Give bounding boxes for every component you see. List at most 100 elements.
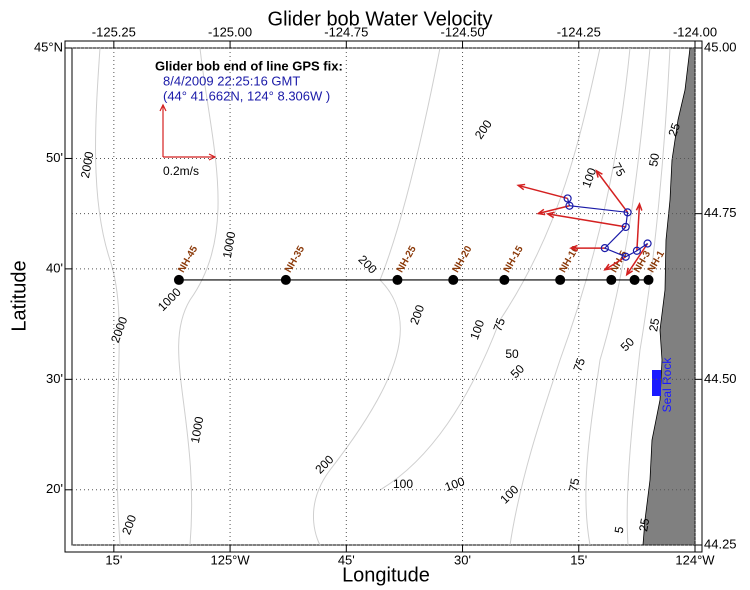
station	[280, 274, 291, 285]
vector-shaft	[636, 203, 641, 251]
vector-shaft	[547, 213, 626, 228]
contour-label: 25	[636, 517, 652, 533]
y2-tick-label: 44.75	[704, 205, 737, 220]
scale-arrow-head	[159, 103, 167, 112]
contour-label: 100	[467, 318, 487, 342]
outer-frame	[64, 40, 703, 553]
velocity-vector	[635, 202, 643, 251]
bathymetry-contours	[95, 47, 671, 546]
y-tick-label: 20'	[46, 481, 63, 496]
contour-label: 50	[505, 347, 519, 361]
seal-rock-marker	[652, 370, 661, 396]
contour-line	[509, 47, 631, 546]
x2-tick-label: -124.75	[324, 24, 368, 39]
contour-label: 75	[570, 356, 588, 374]
contour-label: 75	[490, 316, 508, 334]
contour-label: 200	[119, 513, 139, 537]
x2-tick-label: -124.00	[673, 24, 717, 39]
x2-tick-label: -124.25	[557, 24, 601, 39]
contour-label: 2000	[78, 150, 96, 179]
station	[173, 274, 184, 285]
x-tick-label: 15'	[105, 552, 122, 567]
track-point	[565, 201, 574, 210]
x-tick-label: 45'	[338, 552, 355, 567]
x2-tick-label: -125.00	[208, 24, 252, 39]
velocity-vector	[516, 183, 568, 200]
velocity-vector	[569, 244, 605, 252]
annotation: (44° 41.662N, 124° 8.306W )	[163, 88, 330, 103]
y-axis-label: Latitude	[8, 260, 30, 331]
track-point	[600, 244, 609, 253]
contour-label: 100	[393, 477, 413, 491]
track-point	[623, 208, 632, 217]
x2-tick-label: -125.25	[92, 24, 136, 39]
track-point	[621, 252, 630, 261]
vector-head	[625, 267, 634, 277]
contour-label: 200	[407, 303, 427, 327]
scale-arrow-head	[208, 153, 217, 161]
contour-label: 25	[665, 121, 683, 139]
contour-label: 75	[566, 477, 582, 493]
velocity-vector	[625, 243, 649, 277]
contour-label: 25	[646, 317, 662, 333]
glider-track	[567, 198, 648, 258]
x-tick-label: 124°W	[675, 552, 715, 567]
vector-head	[545, 211, 555, 219]
scale-label: 0.2m/s	[163, 164, 199, 178]
vector-head	[603, 263, 612, 271]
vector-shaft	[518, 184, 568, 200]
station	[606, 274, 617, 285]
land	[642, 47, 696, 546]
velocity-vector	[545, 211, 626, 228]
annotation: Glider bob end of line GPS fix:	[155, 58, 343, 73]
station	[448, 274, 459, 285]
vector-head	[536, 208, 546, 216]
vector-head	[516, 183, 526, 191]
place-label: Seal Rock	[660, 357, 674, 413]
track-point	[621, 222, 630, 232]
station	[499, 274, 510, 285]
y2-tick-label: 44.25	[704, 536, 737, 551]
contour-line	[379, 47, 601, 491]
annotation: 8/4/2009 22:25:16 GMT	[163, 73, 300, 88]
station	[392, 274, 403, 285]
contour-label: 5	[612, 525, 627, 534]
y-tick-label: 50'	[46, 150, 63, 165]
vector-head	[635, 202, 643, 211]
plot-frame	[71, 47, 696, 546]
contour-line	[585, 47, 651, 546]
track-point	[632, 246, 641, 255]
y2-tick-label: 45.00	[704, 39, 737, 54]
contour-line	[313, 47, 441, 546]
station	[555, 274, 566, 285]
vector-shaft	[626, 243, 649, 276]
y-tick-label: 40'	[46, 260, 63, 275]
x-tick-label: 15'	[570, 552, 587, 567]
velocity-vector	[536, 204, 570, 216]
contour-label: 1000	[188, 415, 206, 444]
contour-label: 1000	[220, 230, 238, 259]
contour-label: 50	[646, 152, 662, 168]
contour-label: 75	[609, 160, 628, 179]
contour-label: 100	[579, 166, 599, 190]
chart-title: Glider bob Water Velocity	[268, 8, 493, 30]
x2-tick-label: -124.50	[440, 24, 484, 39]
x-axis-label: Longitude	[342, 564, 430, 586]
vector-head	[595, 169, 603, 178]
y-tick-label: 45°N	[34, 39, 63, 54]
track-point	[563, 194, 572, 203]
contour-line	[95, 47, 121, 546]
x-tick-label: 125°W	[210, 552, 250, 567]
y-tick-label: 30'	[46, 371, 63, 386]
y2-tick-label: 44.50	[704, 371, 737, 386]
vector-shaft	[595, 170, 629, 213]
vector-head	[569, 244, 578, 252]
scale-arrows	[159, 103, 217, 161]
x-tick-label: 30'	[454, 552, 471, 567]
station	[629, 274, 640, 285]
track-point	[643, 239, 652, 248]
contour-label: 100	[443, 474, 467, 494]
vector-shaft	[538, 204, 570, 215]
contour-line	[178, 47, 219, 546]
